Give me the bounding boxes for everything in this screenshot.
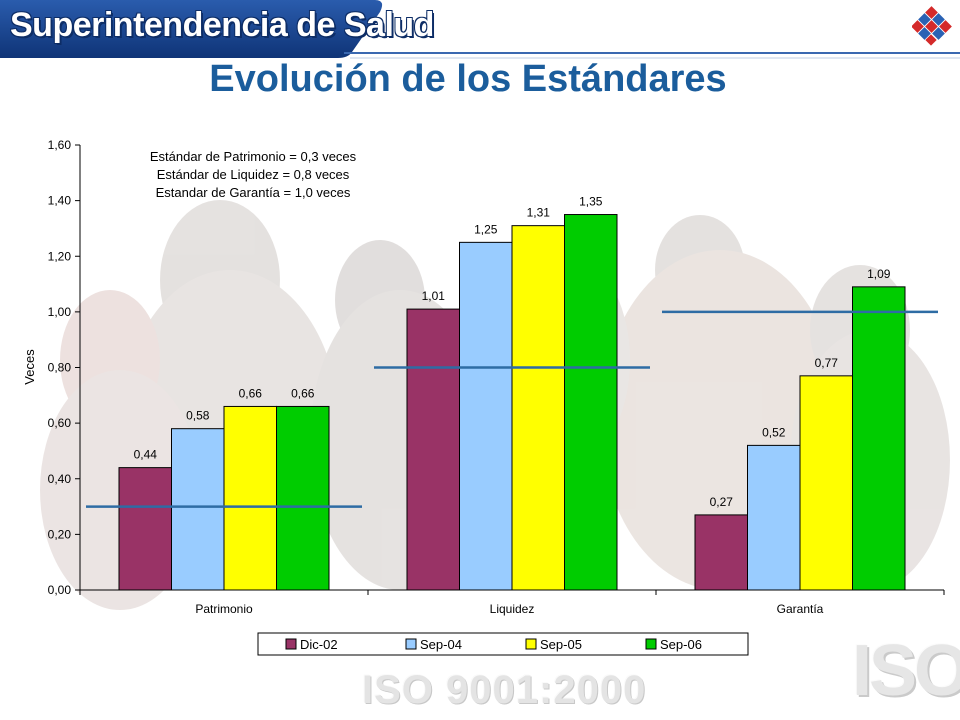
data-label: 0,58 (186, 409, 210, 423)
data-label: 0,44 (134, 448, 158, 462)
bar (276, 405, 330, 591)
data-label: 1,25 (474, 222, 498, 236)
y-tick-label: 0,20 (48, 527, 72, 541)
y-tick-label: 1,00 (48, 305, 72, 319)
data-label: 0,27 (710, 495, 734, 509)
y-tick-label: 0,40 (48, 472, 72, 486)
bar (799, 375, 853, 591)
bar (171, 428, 225, 591)
legend-swatch (405, 638, 417, 650)
bar (564, 214, 618, 591)
data-label: 1,31 (527, 206, 551, 220)
data-label: 0,77 (815, 356, 839, 370)
legend-swatch (285, 638, 297, 650)
legend-label: Dic-02 (300, 637, 338, 652)
annotation-line-3: Estandar de Garantía = 1,0 veces (156, 185, 351, 200)
bar (747, 444, 801, 591)
annotation-line-2: Estándar de Liquidez = 0,8 veces (157, 167, 350, 182)
bar (694, 514, 748, 591)
plot-area: 0,00 0,20 0,40 0,60 0,80 1,00 1,20 1,40 1,60 Patr… (48, 138, 945, 616)
data-label: 0,66 (291, 386, 315, 400)
data-label: 1,01 (422, 289, 446, 303)
y-tick-label: 0,80 (48, 361, 72, 375)
data-label: 1,35 (579, 195, 603, 209)
annotation-line-1: Estándar de Patrimonio = 0,3 veces (150, 149, 357, 164)
legend-label: Sep-06 (660, 637, 702, 652)
x-tick-label: Garantía (777, 602, 824, 616)
iso-certification-text: ISO 9001:2000 (362, 668, 647, 712)
legend-label: Sep-05 (540, 637, 582, 652)
bar (406, 308, 460, 591)
y-tick-label: 1,20 (48, 249, 72, 263)
brand-logo-text: Superintendencia de Salud (10, 6, 434, 44)
x-tick-label: Patrimonio (195, 602, 253, 616)
legend-swatch (525, 638, 537, 650)
y-tick-label: 1,60 (48, 138, 72, 152)
bar (852, 286, 906, 591)
data-label: 0,52 (762, 425, 786, 439)
government-logo-icon (912, 6, 952, 46)
header-banner: Superintendencia de Salud (0, 0, 960, 60)
legend-box (257, 632, 749, 656)
bar (223, 405, 277, 591)
data-label: 1,09 (867, 267, 891, 281)
y-axis-title: Veces (22, 349, 37, 385)
legend-swatch (645, 638, 657, 650)
iso-logo-mark: ISO (852, 631, 960, 711)
data-label: 0,66 (239, 386, 263, 400)
bar (459, 241, 513, 591)
slide-title: Evolución de los Estándares (209, 58, 727, 100)
y-tick-label: 0,60 (48, 416, 72, 430)
legend-label: Sep-04 (420, 637, 462, 652)
chart-legend: Dic-02 Sep-04 Sep-05 Sep-06 (257, 632, 749, 656)
y-tick-label: 1,40 (48, 194, 72, 208)
bar (118, 467, 172, 591)
bar (511, 225, 565, 591)
x-tick-label: Liquidez (490, 602, 535, 616)
y-tick-label: 0,00 (48, 583, 72, 597)
banner-shape (0, 0, 960, 59)
